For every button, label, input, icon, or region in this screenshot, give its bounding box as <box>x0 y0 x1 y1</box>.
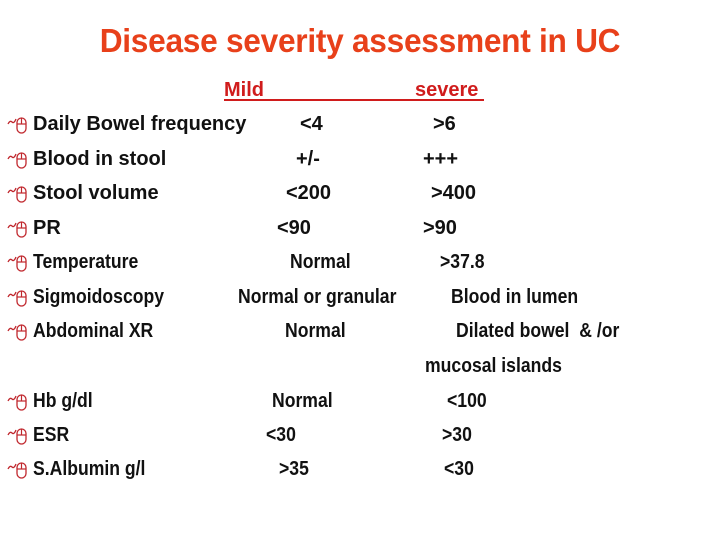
mild-value: Normal <box>285 320 346 342</box>
row-label: Abdominal XR <box>33 320 154 342</box>
row-label: ESR <box>33 424 70 446</box>
mouse-icon <box>7 289 29 307</box>
severe-value: >400 <box>431 182 477 204</box>
mouse-icon <box>7 461 29 479</box>
row-label: Daily Bowel frequency <box>33 113 247 135</box>
severe-value: Dilated bowel & /or <box>456 320 620 342</box>
mild-value: <200 <box>286 182 332 204</box>
mild-value: Normal or granular <box>238 286 397 308</box>
table-row: Abdominal XR Normal Dilated bowel & /or <box>0 317 720 347</box>
row-label: Sigmoidoscopy <box>33 286 165 308</box>
mouse-icon <box>7 323 29 341</box>
severe-value-line2: mucosal islands <box>425 355 562 377</box>
table-row: Sigmoidoscopy Normal or granular Blood i… <box>0 283 720 313</box>
mouse-icon <box>7 254 29 272</box>
severe-value: >6 <box>433 113 456 135</box>
table-row: PR <90 >90 <box>0 214 720 244</box>
table-row: ESR <30 >30 <box>0 421 720 451</box>
column-header-mild: Mild <box>224 79 264 101</box>
severe-value: <30 <box>444 458 474 480</box>
table-row: Temperature Normal >37.8 <box>0 248 720 278</box>
severe-value: Blood in lumen <box>451 286 579 308</box>
table-row-continuation: mucosal islands <box>0 352 720 382</box>
mouse-icon <box>7 185 29 203</box>
row-label: S.Albumin g/l <box>33 458 146 480</box>
table-row: Hb g/dl Normal <100 <box>0 387 720 417</box>
mild-value: Normal <box>290 251 351 273</box>
mild-value: <30 <box>266 424 296 446</box>
mild-value: Normal <box>272 390 333 412</box>
severe-value: >30 <box>442 424 472 446</box>
mouse-icon <box>7 151 29 169</box>
row-label: Temperature <box>33 251 139 273</box>
mouse-icon <box>7 220 29 238</box>
row-label: Stool volume <box>33 182 159 204</box>
table-row: Daily Bowel frequency <4 >6 <box>0 110 720 140</box>
column-header-severe: severe <box>415 79 479 101</box>
mild-value: >35 <box>279 458 309 480</box>
mild-value: +/- <box>296 148 320 170</box>
mouse-icon <box>7 393 29 411</box>
mild-value: <90 <box>277 217 311 239</box>
severe-value: >37.8 <box>440 251 485 273</box>
slide-title: Disease severity assessment in UC <box>99 22 621 59</box>
row-label: PR <box>33 217 61 239</box>
mouse-icon <box>7 427 29 445</box>
severe-value: <100 <box>447 390 487 412</box>
mild-value: <4 <box>300 113 323 135</box>
row-label: Hb g/dl <box>33 390 93 412</box>
mouse-icon <box>7 116 29 134</box>
table-row: S.Albumin g/l >35 <30 <box>0 455 720 485</box>
table-row: Blood in stool +/- +++ <box>0 145 720 175</box>
header-underline <box>224 99 484 101</box>
severe-value: >90 <box>423 217 457 239</box>
severe-value: +++ <box>423 148 459 170</box>
table-row: Stool volume <200 >400 <box>0 179 720 209</box>
row-label: Blood in stool <box>33 148 167 170</box>
